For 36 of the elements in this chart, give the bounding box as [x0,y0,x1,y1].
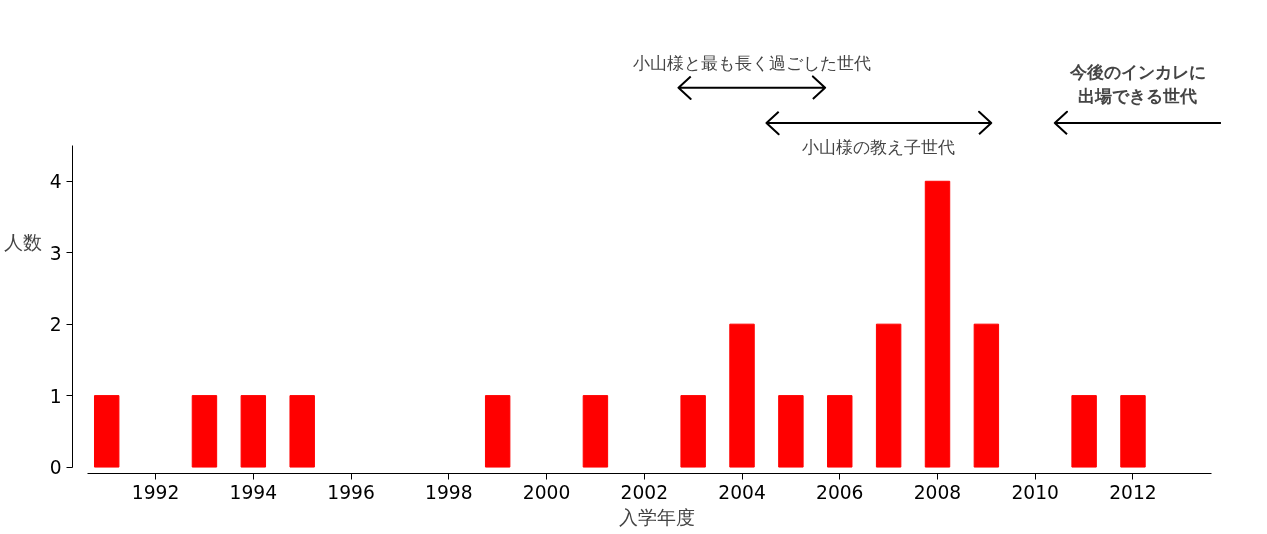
bar [875,323,902,468]
annotation: 小山様の教え子世代 [802,137,956,158]
x-tick-label: 2010 [1011,481,1059,503]
x-tick-label: 2000 [522,481,571,503]
x-tick-label: 2004 [718,481,766,503]
x-tick-label: 2008 [913,481,962,503]
text: 小山様と最も長く過ごした世代 [632,53,871,74]
y-tick-label: 4 [49,171,62,193]
x-tick-label: 1994 [229,481,278,503]
bar [1120,395,1146,468]
bar [729,323,755,468]
bar [289,395,315,468]
x-tick-label: 1998 [425,481,473,503]
bar [1071,395,1097,468]
bar [484,395,511,468]
x-axis-title: 入学年度 [618,506,695,528]
x-tick-label: 1992 [131,481,180,503]
bar [924,180,951,468]
y-tick-label: 2 [49,314,62,336]
bar [973,323,1000,468]
y-tick-label: 1 [49,385,62,407]
bar [582,395,609,468]
bar [240,395,267,468]
y-tick-label: 3 [49,242,62,264]
x-tick-label: 2012 [1109,481,1157,503]
x-tick-label: 1996 [327,481,375,503]
text: 今後のインカレに出場できる世代 [1068,61,1206,106]
x-tick-label: 2002 [620,481,669,503]
bar [680,395,706,468]
bar [778,395,804,468]
bar [191,395,218,468]
x-tick-label: 2006 [816,481,864,503]
bar [93,395,120,468]
bar [827,395,853,468]
y-tick-label: 0 [49,457,62,479]
y-axis-title: 人数 [3,231,42,253]
